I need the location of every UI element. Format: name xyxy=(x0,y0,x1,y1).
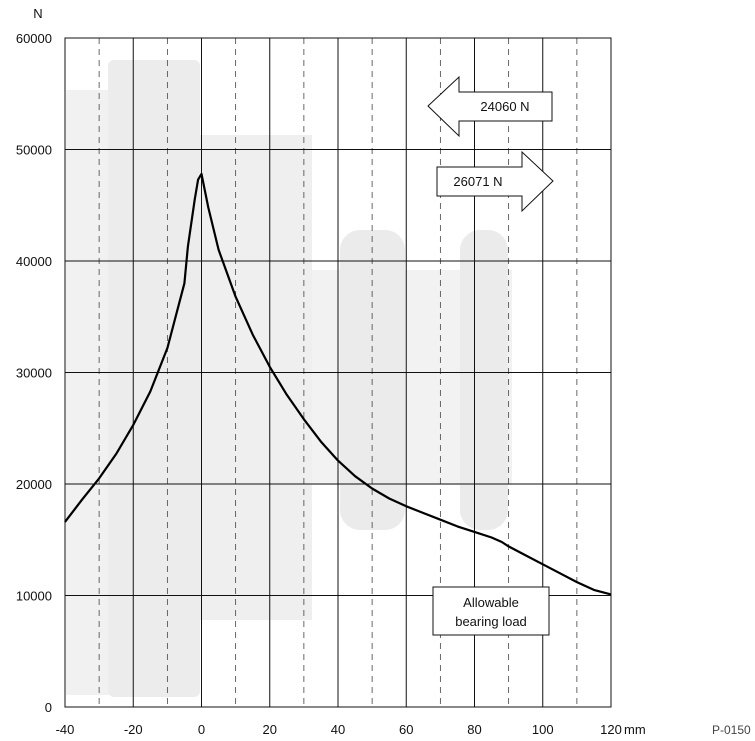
grid xyxy=(64,37,612,708)
background-illustration xyxy=(66,60,512,697)
x-tick-label: -40 xyxy=(56,722,75,737)
x-tick-label: 120 xyxy=(600,722,622,737)
left-arrow-annotation: 24060 N xyxy=(427,75,553,138)
left-arrow-value: 24060 N xyxy=(480,99,529,114)
y-unit-label: N xyxy=(33,6,42,21)
y-tick-label: 0 xyxy=(45,700,52,715)
x-tick-label: 40 xyxy=(331,722,345,737)
y-tick-label: 10000 xyxy=(16,589,52,604)
left-arrow-shape xyxy=(427,75,553,138)
x-tick-label: 80 xyxy=(467,722,481,737)
figure-code: P-0150 xyxy=(712,723,751,737)
right-arrow-shape xyxy=(436,150,554,213)
tick-labels: -40 -20 0 20 40 60 80 100 120 0 10000 20000 30000 400… xyxy=(16,31,622,737)
x-tick-label: 20 xyxy=(263,722,277,737)
x-tick-label: -20 xyxy=(124,722,143,737)
y-tick-label: 30000 xyxy=(16,366,52,381)
curve-label-box: Allowable bearing load xyxy=(432,586,550,636)
x-tick-label: 0 xyxy=(198,722,205,737)
curve-label-frame xyxy=(432,586,550,636)
allowable-bearing-load-line xyxy=(64,172,612,596)
right-arrow-value: 26071 N xyxy=(453,174,502,189)
curve-label-line1: Allowable xyxy=(463,595,519,610)
curve-label-line2: bearing load xyxy=(455,614,527,629)
y-tick-label: 40000 xyxy=(16,254,52,269)
x-unit-label: mm xyxy=(624,722,646,737)
y-tick-label: 60000 xyxy=(16,31,52,46)
x-tick-label: 60 xyxy=(399,722,413,737)
y-tick-label: 20000 xyxy=(16,477,52,492)
x-tick-label: 100 xyxy=(532,722,554,737)
right-arrow-annotation: 26071 N xyxy=(436,150,554,213)
y-tick-label: 50000 xyxy=(16,143,52,158)
